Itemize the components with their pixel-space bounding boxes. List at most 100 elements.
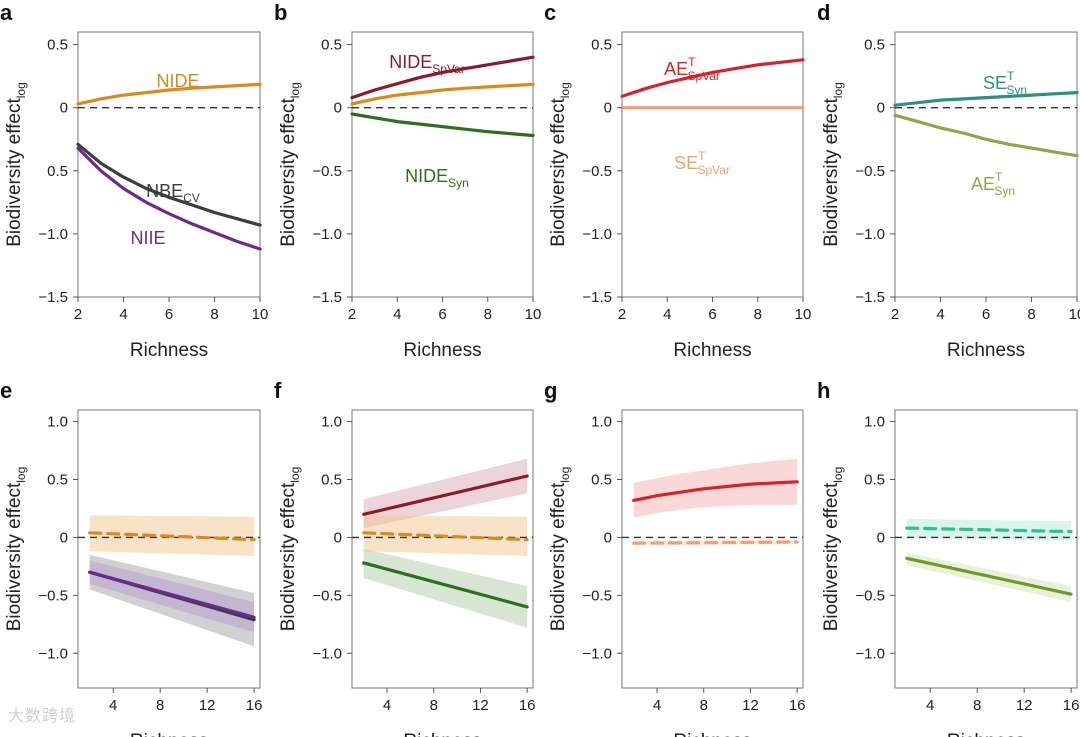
x-tick-label: 10 [252, 306, 269, 323]
y-tick-label: −1.0 [38, 645, 68, 662]
x-tick-label: 10 [525, 306, 542, 323]
y-tick-label: 0 [877, 529, 885, 546]
panel-label: e [0, 378, 12, 403]
y-tick-label: 0.5 [864, 472, 885, 489]
series-label: SET Syn [983, 69, 1027, 97]
plot-frame [351, 409, 534, 689]
x-tick-label: 12 [1016, 697, 1033, 714]
x-axis-label: Richness [130, 731, 208, 737]
x-tick-label: 4 [109, 697, 117, 714]
series-line [632, 480, 799, 502]
panel-label: a [0, 0, 13, 25]
x-tick-label: 4 [119, 306, 127, 323]
panel-label: f [274, 378, 282, 403]
y-tick-label: −0.5 [38, 587, 68, 604]
series-line [350, 82, 535, 106]
panel-label: h [817, 378, 830, 403]
x-axis-label: Richness [130, 340, 208, 361]
x-tick-label: 10 [1069, 306, 1080, 323]
x-tick-label: 8 [156, 697, 164, 714]
y-tick-label: −0.5 [312, 587, 342, 604]
x-tick-label: 4 [653, 697, 661, 714]
x-tick-label: 8 [1027, 306, 1035, 323]
panel-label: c [544, 0, 556, 25]
plot-frame [77, 31, 261, 298]
x-tick-label: 8 [973, 697, 981, 714]
y-tick-label: −0.5 [855, 163, 885, 180]
x-tick-label: 8 [700, 697, 708, 714]
series-label: NIDESyn [405, 166, 469, 190]
series-label: AET Syn [971, 170, 1015, 198]
series-line [893, 91, 1079, 107]
y-tick-label: 0.5 [591, 37, 612, 54]
x-tick-label: 2 [348, 306, 356, 323]
x-tick-label: 8 [210, 306, 218, 323]
y-tick-label: −1.0 [855, 226, 885, 243]
y-tick-label: 0 [604, 529, 612, 546]
x-tick-label: 4 [383, 697, 391, 714]
y-axis-label: Biodiversity effectlog [278, 467, 302, 632]
x-axis-label: Richness [947, 340, 1025, 361]
x-axis-label: Richness [947, 731, 1025, 737]
series-label: NBECV [146, 181, 200, 205]
y-tick-label: 0 [60, 529, 68, 546]
y-tick-label: 1.0 [321, 414, 342, 431]
x-axis-label: Richness [403, 340, 481, 361]
confidence-band [363, 458, 528, 529]
x-axis-label: Richness [673, 731, 751, 737]
x-tick-label: 4 [393, 306, 401, 323]
series-line [893, 113, 1079, 158]
x-tick-label: 6 [165, 306, 173, 323]
y-tick-label: −0.5 [312, 163, 342, 180]
y-tick-label: 0 [604, 100, 612, 117]
x-tick-label: 6 [708, 306, 716, 323]
panel-c: c AET SpVar SET SpVar 0.5 0 −0.5 −1.0 −1.5 2 4 6 8 10 R… [544, 0, 811, 361]
y-tick-label: 0.5 [47, 472, 68, 489]
y-tick-label: 0 [60, 100, 68, 117]
y-axis-label: Biodiversity effectlog [821, 82, 845, 247]
series-line [350, 112, 535, 138]
y-tick-label: −0.5 [582, 163, 612, 180]
y-tick-label: 1.0 [47, 414, 68, 431]
x-tick-label: 8 [430, 697, 438, 714]
y-tick-label: 1.0 [864, 414, 885, 431]
y-tick-label: −1.0 [582, 226, 612, 243]
series-label: NIDESpVar [389, 52, 464, 76]
series-line [905, 526, 1073, 534]
panel-label: b [274, 0, 287, 25]
y-axis-label: Biodiversity effectlog [4, 82, 28, 247]
x-axis-label: Richness [403, 731, 481, 737]
panel-label: d [817, 0, 830, 25]
series-label: SET SpVar [674, 149, 730, 177]
x-tick-label: 16 [519, 697, 536, 714]
y-tick-label: 1.0 [591, 414, 612, 431]
y-tick-label: −1.5 [38, 289, 68, 306]
panel-g: g 1.0 0.5 0 −0.5 −1.0 4 8 12 16 Richness Biodiversi… [544, 378, 806, 737]
x-tick-label: 2 [618, 306, 626, 323]
x-tick-label: 12 [199, 697, 216, 714]
x-tick-label: 12 [742, 697, 759, 714]
y-tick-label: 0.5 [321, 37, 342, 54]
panel-f: f 1.0 0.5 0 −0.5 −1.0 4 8 12 16 Richness Biodiversi… [274, 378, 536, 737]
x-tick-label: 8 [484, 306, 492, 323]
series-label: NIIE [130, 228, 165, 248]
y-tick-label: −0.5 [582, 587, 612, 604]
y-tick-label: 0 [877, 100, 885, 117]
x-tick-label: 4 [926, 697, 934, 714]
x-tick-label: 12 [472, 697, 489, 714]
x-tick-label: 6 [982, 306, 990, 323]
y-axis-label: Biodiversity effectlog [278, 82, 302, 247]
y-tick-label: −1.0 [312, 645, 342, 662]
plot-frame [894, 31, 1078, 298]
series-line [362, 531, 529, 542]
y-tick-label: 0 [334, 529, 342, 546]
confidence-band [89, 554, 255, 647]
y-tick-label: 0.5 [47, 163, 68, 180]
series-line [76, 142, 262, 227]
y-tick-label: −1.5 [582, 289, 612, 306]
y-axis-label: Biodiversity effectlog [548, 82, 572, 247]
y-axis-label: Biodiversity effectlog [4, 467, 28, 632]
x-tick-label: 2 [74, 306, 82, 323]
